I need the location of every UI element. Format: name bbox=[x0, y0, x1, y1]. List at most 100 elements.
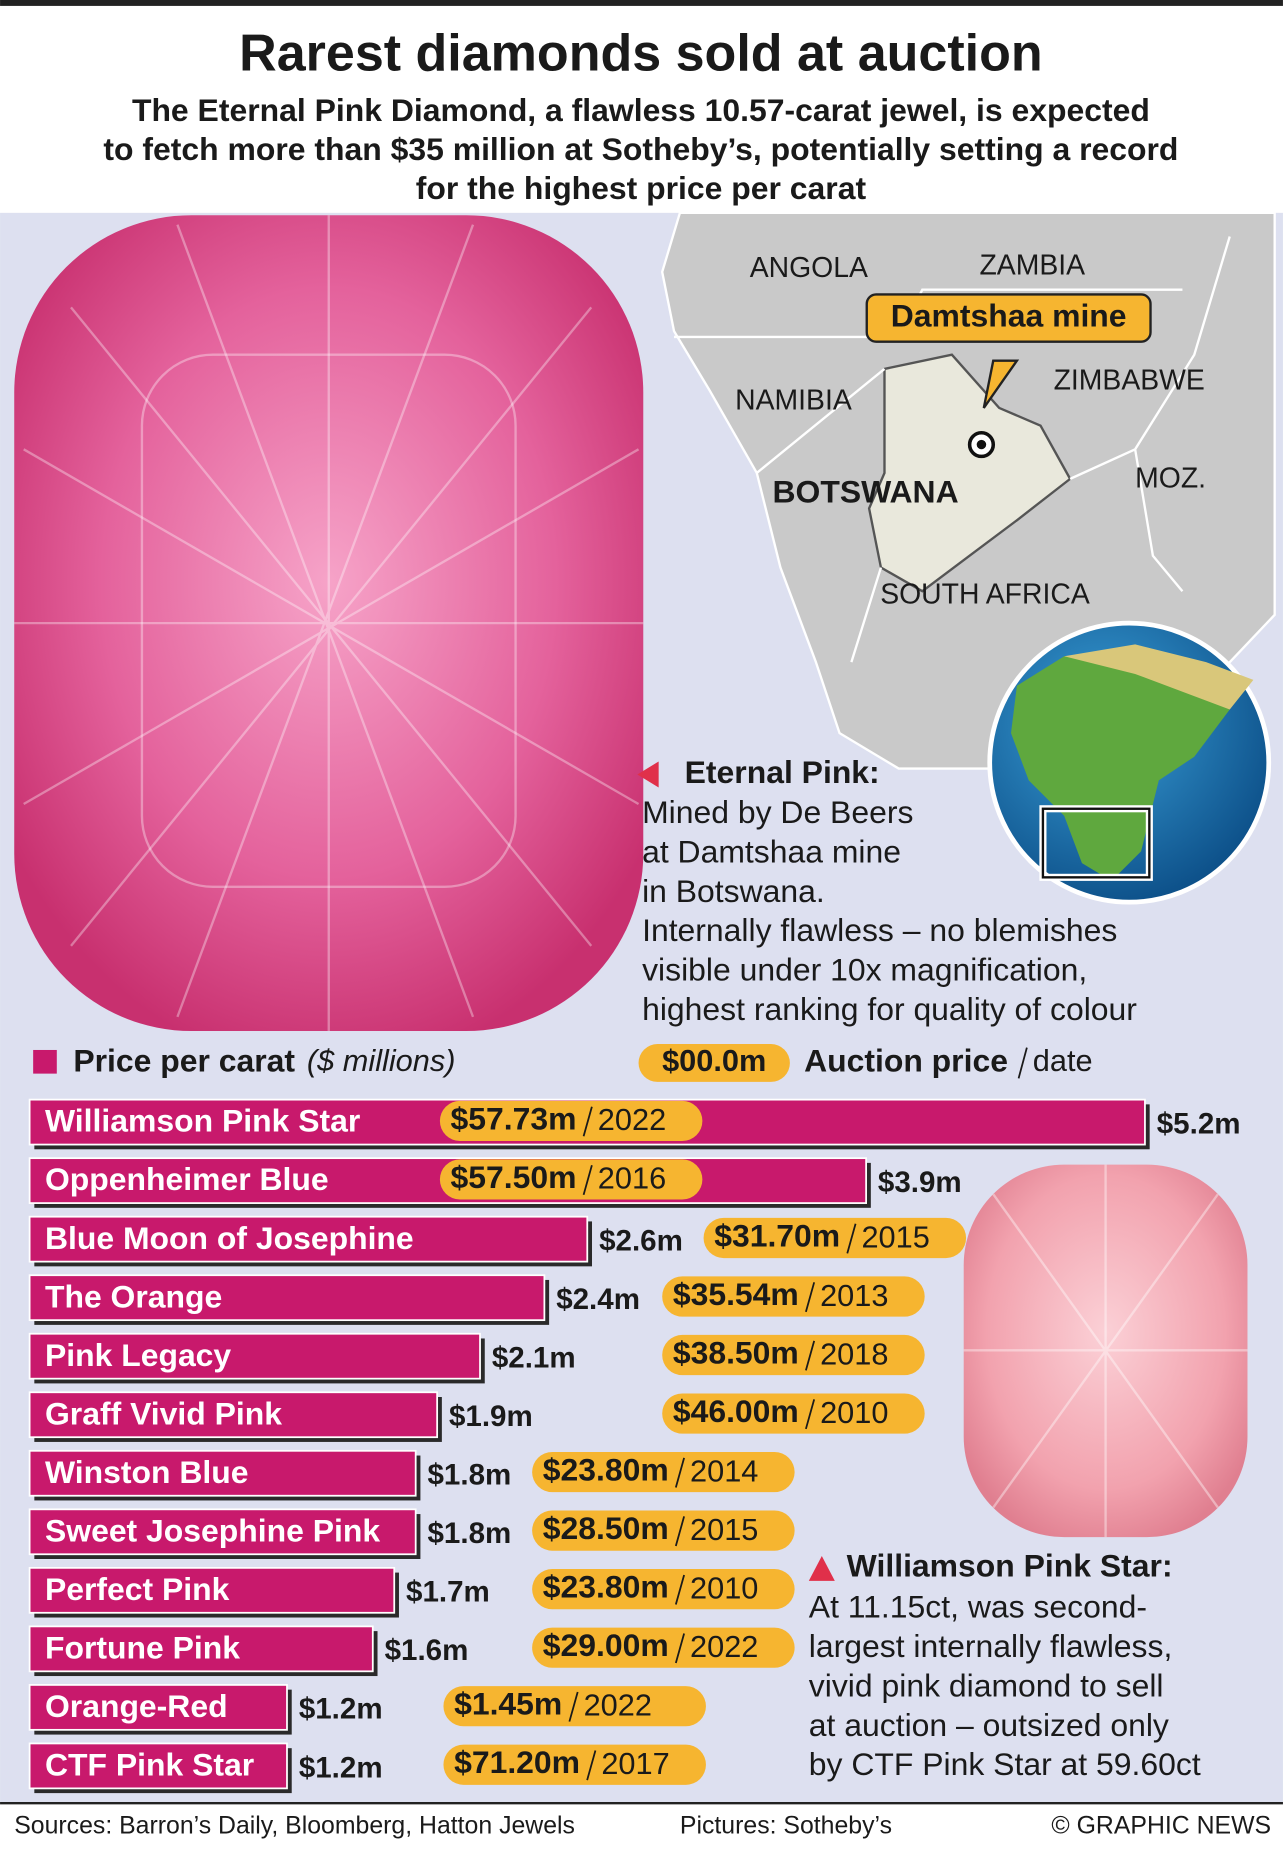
map-label: MOZ. bbox=[1135, 463, 1206, 495]
bar-label: Fortune Pink bbox=[45, 1629, 240, 1665]
note-line: Internally flawless – no blemishes bbox=[642, 912, 1117, 948]
bar bbox=[28, 1274, 546, 1322]
auction-price: $35.54m bbox=[673, 1276, 799, 1312]
auction-price: $57.50m bbox=[451, 1159, 577, 1195]
bar bbox=[28, 1391, 439, 1439]
value-label: $1.2m bbox=[299, 1751, 383, 1784]
separator bbox=[568, 1691, 579, 1722]
legend-pill-text: $00.0m bbox=[662, 1043, 766, 1078]
legend-auction: Auction price bbox=[804, 1042, 1008, 1078]
separator bbox=[582, 1165, 593, 1196]
pointer bbox=[637, 761, 659, 788]
value-label: $5.2m bbox=[1157, 1107, 1241, 1140]
value-label: $2.4m bbox=[556, 1283, 640, 1316]
auction-year: 2022 bbox=[690, 1629, 758, 1664]
note-line: At 11.15ct, was second- bbox=[809, 1589, 1147, 1625]
auction-pill bbox=[443, 1744, 706, 1785]
subtitle: to fetch more than $35 million at Sotheb… bbox=[103, 131, 1178, 167]
auction-price: $28.50m bbox=[543, 1510, 669, 1546]
separator bbox=[1017, 1047, 1028, 1079]
diamond-picture bbox=[963, 1164, 1248, 1538]
auction-year: 2015 bbox=[861, 1219, 929, 1254]
auction-pill bbox=[532, 1451, 795, 1493]
note-line: at auction – outsized only bbox=[809, 1707, 1169, 1743]
bar-label: Perfect Pink bbox=[45, 1571, 230, 1607]
separator bbox=[674, 1457, 685, 1488]
value-label: $1.2m bbox=[299, 1693, 383, 1726]
bar-label: The Orange bbox=[45, 1278, 222, 1314]
auction-year: 2022 bbox=[598, 1102, 666, 1137]
map-country: BOTSWANA bbox=[773, 474, 959, 510]
bar-label: Orange-Red bbox=[45, 1688, 228, 1724]
note-line: largest internally flawless, bbox=[809, 1628, 1173, 1664]
auction-price: $46.00m bbox=[673, 1393, 799, 1429]
note-line: visible under 10x magnification, bbox=[642, 952, 1087, 988]
auction-year: 2022 bbox=[584, 1688, 652, 1723]
separator bbox=[674, 1574, 685, 1605]
auction-pill bbox=[532, 1627, 795, 1668]
bar bbox=[28, 1332, 481, 1380]
auction-year: 2010 bbox=[820, 1395, 888, 1430]
auction-pill bbox=[662, 1393, 925, 1434]
bar bbox=[28, 1449, 417, 1497]
auction-year: 2013 bbox=[820, 1278, 888, 1313]
bar bbox=[28, 1684, 288, 1731]
separator bbox=[674, 1633, 685, 1664]
separator bbox=[586, 1750, 597, 1781]
value-label: $1.8m bbox=[428, 1517, 512, 1550]
separator bbox=[805, 1282, 816, 1313]
auction-price: $38.50m bbox=[673, 1334, 799, 1370]
auction-price: $1.45m bbox=[454, 1686, 562, 1722]
auction-year: 2018 bbox=[820, 1336, 888, 1371]
auction-price: $71.20m bbox=[454, 1744, 580, 1780]
value-label: $1.9m bbox=[449, 1400, 533, 1433]
auction-pill bbox=[662, 1276, 925, 1317]
auction-year: 2014 bbox=[690, 1453, 758, 1488]
bar-label: Graff Vivid Pink bbox=[45, 1395, 282, 1431]
auction-pill bbox=[443, 1686, 706, 1727]
auction-pill bbox=[662, 1334, 925, 1376]
auction-pill bbox=[439, 1100, 703, 1142]
note-line: highest ranking for quality of colour bbox=[642, 991, 1137, 1027]
map-label: SOUTH AFRICA bbox=[880, 578, 1090, 610]
bar-chart: Williamson Pink Star $5.2m Oppenheimer Blu… bbox=[28, 1098, 1241, 1794]
auction-pill bbox=[703, 1217, 967, 1259]
auction-pill bbox=[532, 1569, 795, 1610]
auction-price: $23.80m bbox=[543, 1452, 669, 1488]
map-label: NAMIBIA bbox=[735, 385, 852, 417]
value-label: $2.6m bbox=[599, 1225, 683, 1258]
auction-pill bbox=[532, 1510, 795, 1551]
map-label: ZIMBABWE bbox=[1054, 364, 1205, 396]
subtitle: The Eternal Pink Diamond, a flawless 10.… bbox=[132, 92, 1150, 128]
pictures: Pictures: Sotheby’s bbox=[680, 1812, 892, 1839]
bar-label: Williamson Pink Star bbox=[45, 1103, 360, 1139]
subtitle: for the highest price per carat bbox=[416, 170, 867, 206]
separator bbox=[805, 1340, 816, 1371]
bar-label: Oppenheimer Blue bbox=[45, 1161, 329, 1197]
top-rule bbox=[0, 0, 1283, 6]
map-label: ZAMBIA bbox=[979, 250, 1085, 282]
separator bbox=[805, 1399, 816, 1430]
separator bbox=[582, 1106, 593, 1137]
bar-label: CTF Pink Star bbox=[45, 1747, 254, 1783]
bar bbox=[28, 1625, 374, 1673]
title: Rarest diamonds sold at auction bbox=[239, 24, 1043, 82]
pointer bbox=[808, 1556, 835, 1581]
separator bbox=[674, 1516, 685, 1547]
bar-label: Blue Moon of Josephine bbox=[45, 1220, 414, 1256]
value-label: $1.6m bbox=[385, 1634, 469, 1667]
auction-year: 2015 bbox=[690, 1512, 758, 1547]
legend-label: Price per carat bbox=[73, 1042, 295, 1078]
bar bbox=[28, 1566, 396, 1614]
value-label: $3.9m bbox=[878, 1166, 962, 1199]
sources: Sources: Barron’s Daily, Bloomberg, Hatt… bbox=[14, 1812, 575, 1839]
bar bbox=[28, 1215, 589, 1263]
bar bbox=[28, 1508, 417, 1556]
note-line: vivid pink diamond to sell bbox=[809, 1667, 1164, 1703]
auction-year: 2016 bbox=[598, 1161, 666, 1196]
auction-year: 2010 bbox=[690, 1570, 758, 1605]
separator bbox=[846, 1223, 857, 1254]
auction-price: $31.70m bbox=[714, 1217, 840, 1253]
legend-unit: ($ millions) bbox=[307, 1043, 456, 1078]
